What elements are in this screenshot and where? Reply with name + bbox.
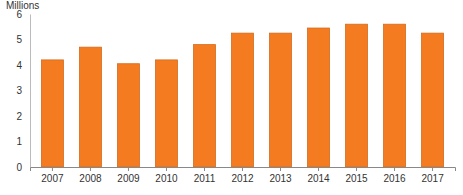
- y-tick: 5: [16, 34, 30, 45]
- y-tick-label: 4: [16, 60, 22, 71]
- y-tick: 2: [16, 111, 30, 122]
- y-tick: 1: [16, 136, 30, 147]
- x-tick: 2008: [79, 167, 102, 184]
- y-tick-label: 0: [16, 162, 22, 173]
- x-tick-label: 2008: [79, 173, 102, 184]
- x-tick-label: 2010: [155, 173, 178, 184]
- y-axis-title: Millions: [6, 0, 39, 11]
- bar: [117, 64, 139, 167]
- bars: [41, 24, 443, 167]
- x-tick: 2014: [307, 167, 330, 184]
- bar: [79, 47, 101, 167]
- plot: 0123456200720082009201020112012201320142…: [16, 9, 455, 184]
- y-axis: 0123456: [16, 9, 30, 173]
- y-tick-label: 2: [16, 111, 22, 122]
- bar: [155, 60, 177, 167]
- x-tick-label: 2007: [41, 173, 64, 184]
- x-tick-label: 2016: [383, 173, 406, 184]
- y-tick: 4: [16, 60, 30, 71]
- bar: [384, 24, 406, 167]
- x-tick: 2012: [231, 167, 254, 184]
- x-tick-line: [280, 167, 281, 171]
- x-tick: 2017: [421, 167, 444, 184]
- bar: [41, 60, 63, 167]
- bar: [346, 24, 368, 167]
- x-tick: 2013: [269, 167, 292, 184]
- bar: [231, 33, 253, 167]
- y-axis-line: [30, 15, 31, 168]
- x-tick-line: [394, 167, 395, 171]
- x-tick-label: 2015: [345, 173, 368, 184]
- x-tick-line: [356, 167, 357, 171]
- x-tick-line: [52, 167, 53, 171]
- x-tick: 2010: [155, 167, 178, 184]
- x-tick-label: 2011: [194, 173, 216, 184]
- x-tick: 2009: [117, 167, 140, 184]
- bar: [308, 28, 330, 167]
- x-tick-label: 2012: [231, 173, 254, 184]
- x-tick-line: [318, 167, 319, 171]
- x-tick-label: 2017: [421, 173, 444, 184]
- bar: [269, 33, 291, 167]
- bar: [422, 33, 444, 167]
- x-tick: 2015: [345, 167, 368, 184]
- y-tick: 0: [16, 162, 30, 173]
- x-tick: 2007: [41, 167, 64, 184]
- x-axis-line: [31, 168, 456, 172]
- chart: 0123456200720082009201020112012201320142…: [0, 0, 463, 195]
- bar: [193, 45, 215, 167]
- y-tick-label: 3: [16, 85, 22, 96]
- x-tick-line: [432, 167, 433, 171]
- x-tick-label: 2013: [269, 173, 292, 184]
- x-tick-label: 2014: [307, 173, 330, 184]
- x-tick-label: 2009: [117, 173, 140, 184]
- x-tick: 2011: [194, 167, 216, 184]
- x-tick-line: [128, 167, 129, 171]
- x-tick: 2016: [383, 167, 406, 184]
- x-tick-line: [90, 167, 91, 171]
- x-tick-line: [242, 167, 243, 171]
- x-axis: 2007 2008 2009 2010 2011 2012 2013 2014 2015 2016…: [31, 167, 456, 184]
- x-tick-line: [204, 167, 205, 171]
- x-tick-line: [166, 167, 167, 171]
- y-tick: 3: [16, 85, 30, 96]
- y-tick-label: 1: [16, 136, 22, 147]
- y-tick-label: 5: [16, 34, 22, 45]
